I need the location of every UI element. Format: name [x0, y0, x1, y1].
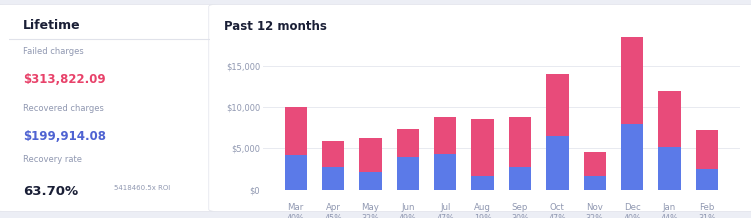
Text: 40%: 40%	[623, 214, 641, 218]
Bar	[359, 172, 382, 190]
Bar	[322, 167, 344, 190]
Bar	[621, 37, 644, 124]
Text: $199,914.08: $199,914.08	[23, 130, 106, 143]
Bar	[472, 119, 494, 176]
Text: Aug: Aug	[474, 203, 491, 212]
Bar	[621, 124, 644, 190]
Text: 30%: 30%	[511, 214, 529, 218]
Bar	[659, 147, 680, 190]
Text: 44%: 44%	[661, 214, 678, 218]
Text: Lifetime: Lifetime	[23, 19, 80, 32]
Bar	[434, 117, 457, 154]
Text: Jan: Jan	[663, 203, 676, 212]
Bar	[472, 176, 494, 190]
Bar	[695, 130, 718, 169]
Bar	[546, 74, 569, 136]
Bar	[508, 117, 531, 167]
Text: 32%: 32%	[586, 214, 604, 218]
Text: Recovery rate: Recovery rate	[23, 155, 82, 164]
Text: 63.70%: 63.70%	[23, 185, 78, 198]
Text: Dec: Dec	[624, 203, 641, 212]
Text: 19%: 19%	[474, 214, 492, 218]
Text: Sep: Sep	[511, 203, 528, 212]
Text: Oct: Oct	[550, 203, 565, 212]
Text: 47%: 47%	[436, 214, 454, 218]
Bar	[285, 155, 307, 190]
Bar	[695, 169, 718, 190]
Bar	[397, 129, 419, 157]
Bar	[508, 167, 531, 190]
Text: 47%: 47%	[548, 214, 566, 218]
Text: Nov: Nov	[587, 203, 603, 212]
Bar	[584, 176, 606, 190]
Text: 40%: 40%	[287, 214, 305, 218]
Bar	[659, 90, 680, 147]
Bar	[434, 154, 457, 190]
Bar	[584, 152, 606, 176]
Text: Failed charges: Failed charges	[23, 47, 84, 56]
Text: May: May	[361, 203, 379, 212]
Text: 5418460.5x ROI: 5418460.5x ROI	[113, 185, 170, 191]
Text: Jul: Jul	[440, 203, 451, 212]
Bar	[322, 141, 344, 167]
Text: 31%: 31%	[698, 214, 716, 218]
Text: Past 12 months: Past 12 months	[224, 20, 327, 33]
Bar	[359, 138, 382, 172]
Text: Recovered charges: Recovered charges	[23, 104, 104, 113]
Text: $313,822.09: $313,822.09	[23, 73, 106, 87]
Text: Apr: Apr	[326, 203, 340, 212]
Text: 49%: 49%	[399, 214, 417, 218]
Bar	[397, 157, 419, 190]
Text: 32%: 32%	[361, 214, 379, 218]
Text: Mar: Mar	[288, 203, 304, 212]
Bar	[285, 107, 307, 155]
Text: Jun: Jun	[401, 203, 415, 212]
Text: Feb: Feb	[699, 203, 714, 212]
Text: 45%: 45%	[324, 214, 342, 218]
Bar	[546, 136, 569, 190]
